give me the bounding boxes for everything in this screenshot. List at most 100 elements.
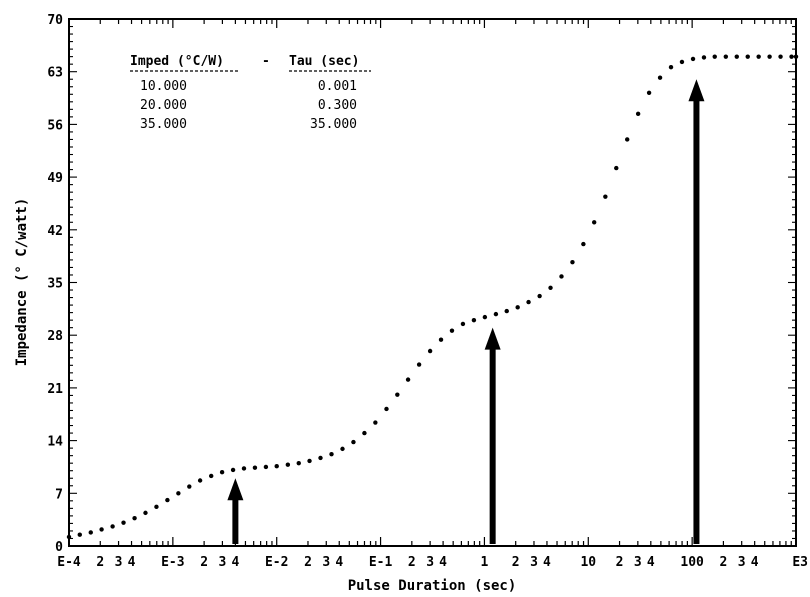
x-tick-label: 2 <box>616 555 624 570</box>
data-point <box>154 504 159 510</box>
data-point <box>427 348 433 354</box>
data-point <box>657 75 663 80</box>
data-point <box>635 111 641 117</box>
y-tick-label: 70 <box>47 13 63 28</box>
x-tick-label: 2 <box>304 555 312 570</box>
x-axis-title: Pulse Duration (sec) <box>348 578 517 594</box>
data-point <box>471 317 477 323</box>
data-point <box>187 484 192 489</box>
y-tick-label: 49 <box>47 171 63 186</box>
data-point <box>504 308 509 314</box>
y-axis-title: Impedance (° C/watt) <box>14 198 30 367</box>
legend-header-dash: - <box>262 54 270 69</box>
data-point <box>307 458 312 464</box>
legend-row-tau: 35.000 <box>310 117 357 132</box>
data-point <box>219 470 225 475</box>
x-tick-label: 4 <box>335 555 343 570</box>
data-point <box>449 328 455 333</box>
data-point <box>570 259 575 265</box>
data-point <box>340 446 345 452</box>
data-point <box>526 299 531 305</box>
x-tick-label: 4 <box>751 555 759 570</box>
x-tick-label: 3 <box>218 555 226 570</box>
data-point <box>515 305 520 310</box>
data-point <box>537 293 542 299</box>
y-tick-label: 42 <box>47 224 63 239</box>
data-point <box>416 362 422 367</box>
legend-row-imped: 35.000 <box>140 117 187 132</box>
axis-ticks <box>68 18 796 547</box>
data-point <box>395 392 400 397</box>
annotation-arrow-head <box>227 478 244 501</box>
x-tick-label: E-2 <box>265 555 288 570</box>
x-tick-label: 3 <box>738 555 746 570</box>
annotation-arrow-head <box>484 327 501 350</box>
legend-table: Imped (°C/W) - Tau (sec) 10.000 0.001 20… <box>130 54 371 132</box>
data-point <box>778 54 783 59</box>
data-point <box>405 377 411 382</box>
data-point <box>625 137 630 142</box>
data-point <box>66 534 72 540</box>
data-point <box>99 527 104 532</box>
data-point <box>745 54 750 59</box>
data-point <box>581 241 586 247</box>
data-point <box>176 491 181 496</box>
data-point <box>351 439 356 445</box>
y-tick-label: 35 <box>47 277 63 292</box>
x-tick-label: 3 <box>530 555 538 570</box>
data-point <box>362 430 367 436</box>
x-tick-labels: E-4 2 3 4 E-3 2 3 4 E-2 2 3 4 E-1 2 3 4 1 2 3 4 10 2 3 4 100 2 3 4 E… <box>57 555 808 570</box>
legend-header-tau: Tau (sec) <box>289 54 359 69</box>
data-point <box>690 56 696 62</box>
legend-row-imped: 20.000 <box>140 98 187 113</box>
y-tick-label: 21 <box>47 382 63 397</box>
x-tick-label: 3 <box>426 555 434 570</box>
y-tick-label: 7 <box>55 487 63 502</box>
x-tick-label: 4 <box>543 555 551 570</box>
data-point <box>734 54 739 59</box>
data-point <box>701 55 707 60</box>
y-tick-label: 0 <box>55 540 63 555</box>
data-point <box>274 463 279 469</box>
data-point <box>197 478 203 483</box>
data-point <box>668 64 674 70</box>
data-point <box>384 406 389 412</box>
legend-row-tau: 0.300 <box>318 98 357 113</box>
legend-header-imped: Imped (°C/W) <box>130 54 224 69</box>
data-point <box>285 462 291 467</box>
data-point <box>438 337 444 342</box>
legend-row-tau: 0.001 <box>318 79 357 94</box>
x-tick-label: 2 <box>719 555 727 570</box>
data-point <box>614 165 619 171</box>
x-tick-label: 3 <box>634 555 642 570</box>
y-tick-labels: 0 7 14 21 28 35 42 49 56 63 70 <box>47 13 63 555</box>
y-tick-label: 28 <box>47 329 63 344</box>
y-tick-label: 63 <box>47 66 63 81</box>
data-point <box>767 54 772 59</box>
data-point <box>165 497 170 503</box>
data-point <box>318 455 323 461</box>
data-point <box>241 466 247 471</box>
data-point <box>373 420 378 425</box>
x-tick-label: 100 <box>680 555 704 570</box>
x-tick-label: 2 <box>408 555 416 570</box>
data-points <box>66 54 799 540</box>
x-tick-label: E-1 <box>369 555 393 570</box>
data-point <box>143 510 148 516</box>
data-point <box>493 311 499 317</box>
x-tick-label: 4 <box>231 555 239 570</box>
data-point <box>559 274 564 279</box>
annotation-arrows <box>227 79 705 544</box>
data-point <box>723 54 729 59</box>
data-point <box>296 460 301 466</box>
x-tick-label: 3 <box>115 555 123 570</box>
data-point <box>252 465 258 470</box>
x-tick-label: 10 <box>580 555 596 570</box>
x-tick-label: 1 <box>481 555 489 570</box>
data-point <box>121 520 126 525</box>
x-tick-label: 2 <box>200 555 208 570</box>
data-point <box>603 194 608 199</box>
legend-row-imped: 10.000 <box>140 79 187 94</box>
y-tick-label: 56 <box>47 118 63 133</box>
